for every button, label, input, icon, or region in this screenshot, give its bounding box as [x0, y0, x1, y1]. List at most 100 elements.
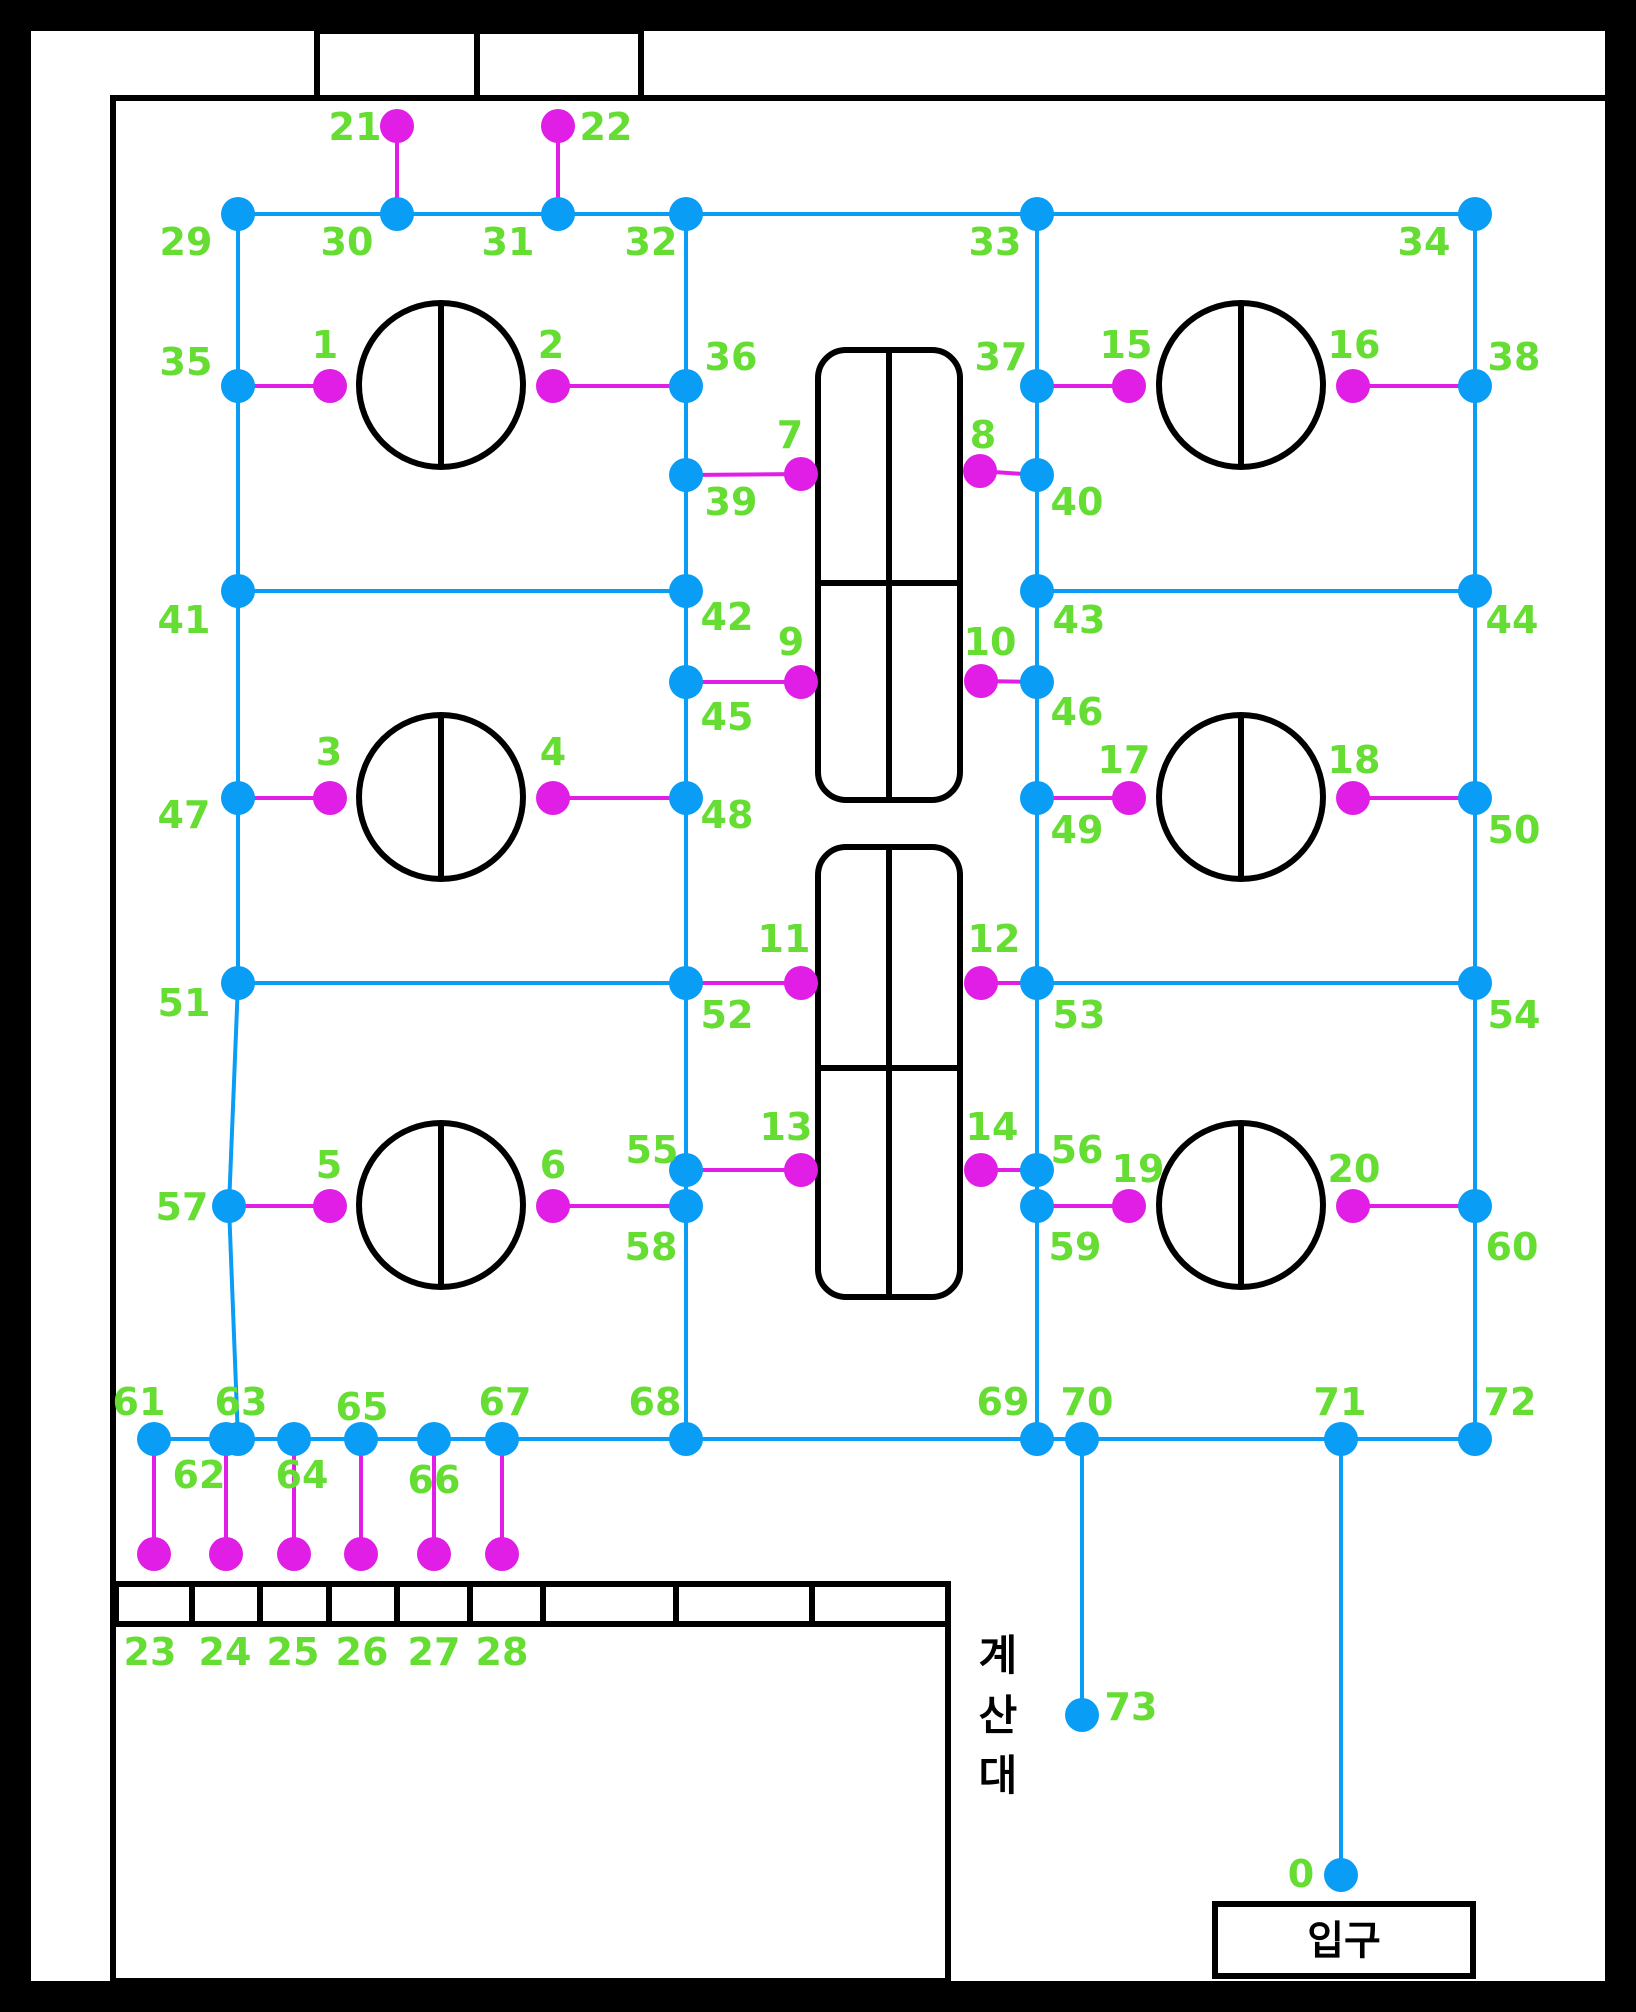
seat-node-24[interactable]: [209, 1537, 243, 1571]
node-label-48: 48: [701, 793, 754, 837]
path-node-29[interactable]: [221, 197, 255, 231]
path-node-55[interactable]: [669, 1153, 703, 1187]
seat-node-5[interactable]: [313, 1189, 347, 1223]
counter-label-char: 계: [979, 1631, 1018, 1680]
path-node-37[interactable]: [1020, 369, 1054, 403]
path-node-36[interactable]: [669, 369, 703, 403]
seat-node-9[interactable]: [784, 665, 818, 699]
node-label-70: 70: [1061, 1380, 1114, 1424]
seat-node-3[interactable]: [313, 781, 347, 815]
seat-node-19[interactable]: [1112, 1189, 1146, 1223]
node-label-2: 2: [538, 323, 564, 367]
path-node-52[interactable]: [669, 966, 703, 1000]
path-node-65[interactable]: [344, 1422, 378, 1456]
seat-node-4[interactable]: [536, 781, 570, 815]
seat-node-7[interactable]: [784, 457, 818, 491]
seat-node-26[interactable]: [344, 1537, 378, 1571]
node-label-41: 41: [158, 598, 211, 642]
path-node-69[interactable]: [1020, 1422, 1054, 1456]
path-node-57[interactable]: [212, 1189, 246, 1223]
path-node-39[interactable]: [669, 458, 703, 492]
path-node-68[interactable]: [669, 1422, 703, 1456]
seat-node-6[interactable]: [536, 1189, 570, 1223]
path-node-67[interactable]: [485, 1422, 519, 1456]
path-node-61[interactable]: [137, 1422, 171, 1456]
path-node-53[interactable]: [1020, 966, 1054, 1000]
path-node-33[interactable]: [1020, 197, 1054, 231]
path-node-40[interactable]: [1020, 458, 1054, 492]
path-node-71[interactable]: [1324, 1422, 1358, 1456]
nodes-layer: [137, 109, 1492, 1892]
node-label-46: 46: [1051, 690, 1104, 734]
path-node-73[interactable]: [1065, 1698, 1099, 1732]
seat-node-13[interactable]: [784, 1153, 818, 1187]
seat-node-2[interactable]: [536, 369, 570, 403]
path-node-54[interactable]: [1458, 966, 1492, 1000]
path-node-70[interactable]: [1065, 1422, 1099, 1456]
seat-node-23[interactable]: [137, 1537, 171, 1571]
node-label-64: 64: [276, 1453, 329, 1497]
path-node-56[interactable]: [1020, 1153, 1054, 1187]
path-node-0[interactable]: [1324, 1858, 1358, 1892]
seat-node-27[interactable]: [417, 1537, 451, 1571]
seat-node-25[interactable]: [277, 1537, 311, 1571]
seat-node-18[interactable]: [1336, 781, 1370, 815]
seat-node-11[interactable]: [784, 966, 818, 1000]
path-node-59[interactable]: [1020, 1189, 1054, 1223]
path-node-58[interactable]: [669, 1189, 703, 1223]
path-node-34[interactable]: [1458, 197, 1492, 231]
path-node-72[interactable]: [1458, 1422, 1492, 1456]
path-node-66[interactable]: [417, 1422, 451, 1456]
path-node-44[interactable]: [1458, 574, 1492, 608]
round-table: [356, 300, 526, 470]
path-node-41[interactable]: [221, 574, 255, 608]
seat-node-15[interactable]: [1112, 369, 1146, 403]
node-label-72: 72: [1484, 1380, 1537, 1424]
path-node-48[interactable]: [669, 781, 703, 815]
node-label-6: 6: [540, 1143, 566, 1187]
path-node-43[interactable]: [1020, 574, 1054, 608]
seat-node-20[interactable]: [1336, 1189, 1370, 1223]
path-node-30[interactable]: [380, 197, 414, 231]
node-label-38: 38: [1488, 335, 1541, 379]
path-node-64[interactable]: [277, 1422, 311, 1456]
seat-node-14[interactable]: [964, 1153, 998, 1187]
seat-node-17[interactable]: [1112, 781, 1146, 815]
path-node-49[interactable]: [1020, 781, 1054, 815]
seat-node-28[interactable]: [485, 1537, 519, 1571]
node-label-23: 23: [124, 1630, 177, 1674]
counter: [110, 1581, 951, 1984]
node-label-31: 31: [482, 220, 535, 264]
path-node-60[interactable]: [1458, 1189, 1492, 1223]
path-node-38[interactable]: [1458, 369, 1492, 403]
path-node-47[interactable]: [221, 781, 255, 815]
node-label-45: 45: [701, 695, 754, 739]
seat-node-12[interactable]: [964, 966, 998, 1000]
path-node-42[interactable]: [669, 574, 703, 608]
seat-node-21[interactable]: [380, 109, 414, 143]
node-label-4: 4: [540, 730, 566, 774]
entrance-box[interactable]: [1212, 1901, 1476, 1979]
seat-node-8[interactable]: [963, 454, 997, 488]
path-node-51[interactable]: [221, 966, 255, 1000]
seat-node-10[interactable]: [964, 664, 998, 698]
path-node-31[interactable]: [541, 197, 575, 231]
node-label-11: 11: [758, 917, 811, 961]
seat-node-1[interactable]: [313, 369, 347, 403]
entrance[interactable]: 입구: [1212, 1901, 1476, 1979]
path-node-35[interactable]: [221, 369, 255, 403]
path-node-63[interactable]: [221, 1422, 255, 1456]
path-node-46[interactable]: [1020, 665, 1054, 699]
node-label-53: 53: [1053, 993, 1106, 1037]
seat-node-22[interactable]: [541, 109, 575, 143]
path-node-32[interactable]: [669, 197, 703, 231]
seat-node-16[interactable]: [1336, 369, 1370, 403]
node-label-33: 33: [969, 220, 1022, 264]
round-table: [356, 1120, 526, 1290]
path-node-50[interactable]: [1458, 781, 1492, 815]
node-label-49: 49: [1051, 808, 1104, 852]
node-label-69: 69: [977, 1380, 1030, 1424]
path-node-45[interactable]: [669, 665, 703, 699]
node-label-0: 0: [1288, 1852, 1314, 1896]
